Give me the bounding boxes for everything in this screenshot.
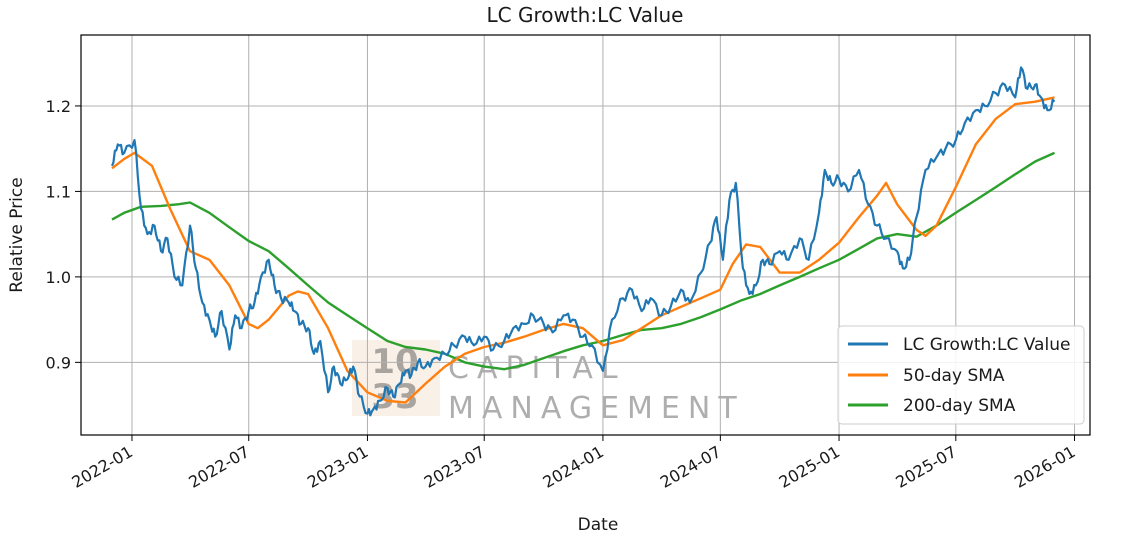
- legend-label-growth-value: LC Growth:LC Value: [903, 335, 1070, 355]
- watermark-badge: [352, 340, 440, 416]
- x-tick-label: 2023-07: [421, 442, 488, 492]
- y-axis-label: Relative Price: [7, 177, 27, 292]
- y-tick-label: 0.9: [46, 353, 71, 372]
- x-tick-label: 2022-07: [185, 442, 252, 492]
- x-tick-label: 2024-01: [540, 442, 607, 492]
- chart-title: LC Growth:LC Value: [487, 3, 684, 27]
- legend-box: [837, 325, 1085, 425]
- series-layer: [110, 66, 1056, 417]
- legend: LC Growth:LC Value 50-day SMA 200-day SM…: [837, 325, 1085, 425]
- x-tick-label: 2025-07: [892, 442, 959, 492]
- x-tick-label: 2026-01: [1011, 442, 1078, 492]
- watermark: 10 33 CAPITAL MANAGEMENT: [352, 340, 745, 426]
- plot-frame: [80, 34, 1091, 436]
- x-tick-label: 2022-01: [69, 442, 136, 492]
- x-tick-label: 2024-07: [657, 442, 724, 492]
- legend-label-200day-sma: 200-day SMA: [903, 396, 1016, 416]
- series-growth-value: [110, 66, 1056, 417]
- x-axis-label: Date: [578, 515, 619, 535]
- x-tick-label: 2025-01: [776, 442, 843, 492]
- legend-label-50day-sma: 50-day SMA: [903, 366, 1005, 386]
- y-tick-label: 1.2: [46, 97, 71, 116]
- y-axis: 0.9 1.0 1.1 1.2: [46, 97, 81, 372]
- y-tick-label: 1.1: [46, 182, 71, 201]
- x-tick-label: 2023-01: [304, 442, 371, 492]
- watermark-line1: CAPITAL: [448, 351, 626, 386]
- series-200day-sma: [111, 151, 1055, 371]
- y-tick-label: 1.0: [46, 268, 71, 287]
- watermark-line2: MANAGEMENT: [448, 391, 745, 426]
- series-50day-sma: [111, 96, 1055, 404]
- x-axis: 2022-01 2022-07 2023-01 2023-07 2024-01 2024-…: [69, 435, 1079, 492]
